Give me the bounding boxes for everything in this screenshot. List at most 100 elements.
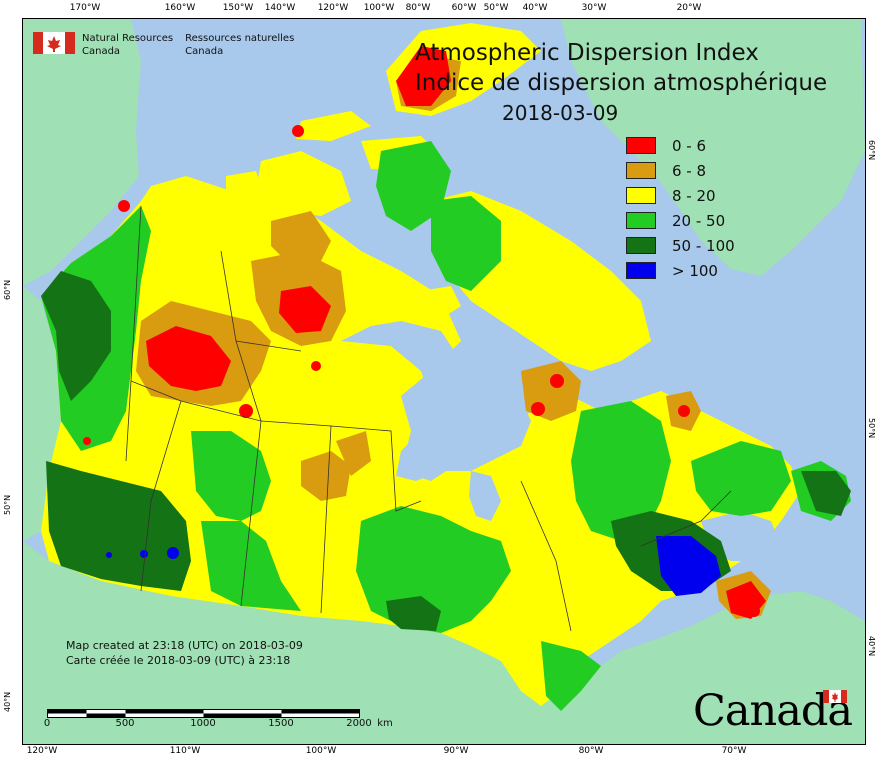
graticule-label: 80°W <box>578 746 604 756</box>
map-title-en: Atmospheric Dispersion Index <box>415 40 759 66</box>
scale-label: 0 <box>43 718 51 729</box>
zone-red-dot-9 <box>748 605 760 617</box>
agency-fr-line-2: Canada <box>185 46 224 57</box>
agency-signature: Natural Resources Canada Ressources natu… <box>33 32 306 58</box>
graticule-label: 20°W <box>676 3 702 13</box>
agency-name-en: Natural Resources Canada <box>82 32 173 58</box>
zone-blue-qc <box>656 536 721 596</box>
legend-label: 6 - 8 <box>672 161 707 180</box>
legend-swatch <box>626 187 656 204</box>
legend: 0 - 6 6 - 8 8 - 20 20 - 50 50 - 100 > 100 <box>626 133 735 283</box>
graticule-label: 120°W <box>317 3 349 13</box>
legend-label: 50 - 100 <box>672 236 735 255</box>
graticule-label: 60°W <box>451 3 477 13</box>
graticule-label: 40°N <box>3 691 12 712</box>
zone-red-nunavut <box>279 286 331 333</box>
zone-dkgreen-bc-north <box>41 271 111 401</box>
zone-green-arctic-2 <box>431 196 501 291</box>
zone-dkgreen-bc-south <box>46 461 191 591</box>
zone-blue-bc-1 <box>167 547 179 559</box>
zone-blue-bc-3 <box>106 552 112 558</box>
scale-bar-graphic <box>47 709 360 718</box>
scale-label: 1000 <box>190 718 216 729</box>
graticule-label: 90°W <box>443 746 469 756</box>
legend-label: 20 - 50 <box>672 211 726 230</box>
graticule-label: 40°N <box>867 636 876 657</box>
scale-unit: km <box>377 718 393 729</box>
wordmark-flag-icon <box>823 690 847 703</box>
zone-orange-sask <box>301 451 351 501</box>
alaska <box>23 19 141 286</box>
zone-green-quebec <box>571 401 671 541</box>
agency-name-fr: Ressources naturelles Canada <box>185 32 294 58</box>
legend-item: 0 - 6 <box>626 133 735 158</box>
alaska-lower <box>23 286 61 541</box>
credit-en: Map created at 23:18 (UTC) on 2018-03-09 <box>66 639 303 652</box>
hudson-bay <box>341 321 531 481</box>
graticule-label: 150°W <box>222 3 254 13</box>
zone-green-south-on <box>541 641 601 711</box>
victoria-island <box>256 151 351 216</box>
map-frame <box>22 18 866 745</box>
credit-fr: Carte créée le 2018-03-09 (UTC) à 23:18 <box>66 654 291 667</box>
legend-swatch <box>626 162 656 179</box>
graticule-label: 80°W <box>405 3 431 13</box>
legend-label: > 100 <box>672 261 718 280</box>
scale-bar: 0 500 1000 1500 2000 km <box>44 705 393 729</box>
zone-orange-mb <box>336 431 371 476</box>
southampton <box>421 286 461 319</box>
greenland <box>561 19 865 276</box>
graticule-label: 50°N <box>867 418 876 439</box>
zone-green-prairie-2 <box>201 521 301 611</box>
zone-red-nwt <box>146 326 231 391</box>
zone-red-dot-1 <box>118 200 130 212</box>
legend-item: 20 - 50 <box>626 208 735 233</box>
graticule-label: 120°W <box>26 746 58 756</box>
scale-label: 500 <box>115 718 135 729</box>
legend-item: 8 - 20 <box>626 183 735 208</box>
graticule-label: 160°W <box>164 3 196 13</box>
zone-red-ellesmere <box>396 46 451 106</box>
map-title-block: Atmospheric Dispersion Index Indice de d… <box>415 38 827 128</box>
zone-red-dot-7 <box>83 437 91 445</box>
map-credit: Map created at 23:18 (UTC) on 2018-03-09… <box>66 638 303 668</box>
graticule-label: 170°W <box>69 3 101 13</box>
scale-label: 2000 <box>346 718 372 729</box>
graticule-label: 110°W <box>169 746 201 756</box>
provincial-boundaries <box>125 205 732 632</box>
usa <box>23 541 865 744</box>
agency-fr-line-1: Ressources naturelles <box>185 33 295 44</box>
zone-dkgreen-on <box>386 596 441 631</box>
graticule-label: 50°N <box>3 494 12 515</box>
zone-green-prairie <box>191 431 271 521</box>
graticule-label: 30°W <box>581 3 607 13</box>
graticule-label: 140°W <box>264 3 296 13</box>
zone-orange-victoria <box>271 211 331 266</box>
legend-swatch <box>626 262 656 279</box>
zone-red-dot-2 <box>239 404 253 418</box>
legend-swatch <box>626 137 656 154</box>
map-canvas <box>23 19 865 744</box>
zone-blue-bc-2 <box>140 550 148 558</box>
legend-label: 0 - 6 <box>672 136 707 155</box>
agency-en-line-1: Natural Resources <box>82 33 174 44</box>
james-bay <box>469 471 501 521</box>
banks-island <box>226 171 266 221</box>
zone-red-dot-8 <box>292 125 304 137</box>
legend-item: 6 - 8 <box>626 158 735 183</box>
scale-label: 1500 <box>268 718 294 729</box>
legend-item: > 100 <box>626 258 735 283</box>
graticule-label: 100°W <box>363 3 395 13</box>
legend-swatch <box>626 237 656 254</box>
graticule-label: 100°W <box>305 746 337 756</box>
graticule-label: 60°N <box>867 140 876 161</box>
parry-islands <box>296 111 371 141</box>
legend-swatch <box>626 212 656 229</box>
map-title-fr: Indice de dispersion atmosphérique <box>415 70 828 96</box>
zone-green-labrador <box>691 441 791 516</box>
legend-item: 50 - 100 <box>626 233 735 258</box>
legend-label: 8 - 20 <box>672 186 716 205</box>
graticule-label: 60°N <box>3 279 12 300</box>
graticule-label: 50°W <box>483 3 509 13</box>
